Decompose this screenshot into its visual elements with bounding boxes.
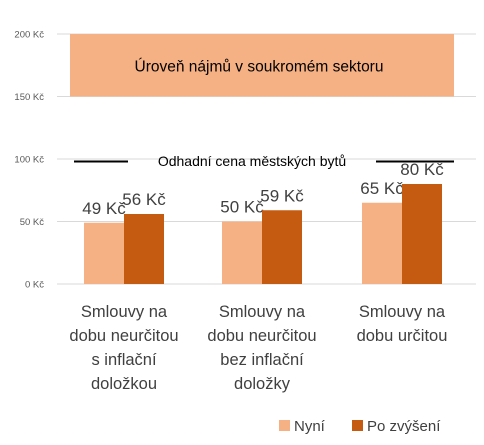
reference-line-group: Odhadní cena městských bytů: [74, 153, 454, 169]
category-label: dobu neurčitou: [207, 327, 316, 345]
category-label: Smlouvy na: [219, 303, 306, 321]
private-rent-band: Úroveň nájmů v soukromém sektoru: [70, 34, 454, 97]
y-tick-label: 150 Kč: [14, 92, 44, 103]
bar-po-zvyseni: [262, 210, 302, 284]
category-label: dobu neurčitou: [69, 327, 178, 345]
category-label: Smlouvy na: [359, 303, 446, 321]
category-label: Smlouvy na: [81, 303, 168, 321]
category-label: dobu určitou: [357, 327, 448, 345]
data-label: 80 Kč: [400, 160, 444, 179]
reference-line-label: Odhadní cena městských bytů: [158, 153, 346, 169]
legend-label: Nyní: [294, 418, 326, 435]
legend-label: Po zvýšení: [367, 418, 441, 435]
data-label: 50 Kč: [220, 198, 264, 217]
y-axis-ticks: 0 Kč 50 Kč 100 Kč 150 Kč 200 Kč: [14, 30, 44, 291]
category-label: doložky: [234, 375, 291, 393]
band-rect: [70, 34, 454, 97]
legend: Nyní Po zvýšení: [279, 418, 441, 435]
bar-po-zvyseni: [402, 184, 442, 284]
category-label: s inflační: [91, 351, 157, 369]
bar-nyni: [222, 221, 262, 284]
data-label: 65 Kč: [360, 179, 404, 198]
y-tick-label: 200 Kč: [14, 30, 44, 41]
category-label: doložkou: [91, 375, 157, 393]
bars: 49 Kč 50 Kč 65 Kč 56 Kč 59 Kč 80 Kč: [82, 160, 444, 284]
bar-po-zvyseni: [124, 214, 164, 284]
bar-nyni: [84, 222, 124, 284]
data-label: 59 Kč: [260, 186, 304, 205]
legend-swatch: [352, 420, 363, 431]
band-label: Úroveň nájmů v soukromém sektoru: [135, 58, 384, 75]
y-tick-label: 50 Kč: [20, 217, 45, 228]
data-label: 56 Kč: [122, 190, 166, 209]
legend-swatch: [279, 420, 290, 431]
y-tick-label: 100 Kč: [14, 155, 44, 166]
bar-nyni: [362, 202, 402, 284]
category-label: bez inflační: [220, 351, 304, 369]
data-label: 49 Kč: [82, 199, 126, 218]
y-tick-label: 0 Kč: [25, 280, 44, 291]
category-labels: Smlouvy na dobu neurčitou s inflační doložk…: [69, 303, 447, 393]
